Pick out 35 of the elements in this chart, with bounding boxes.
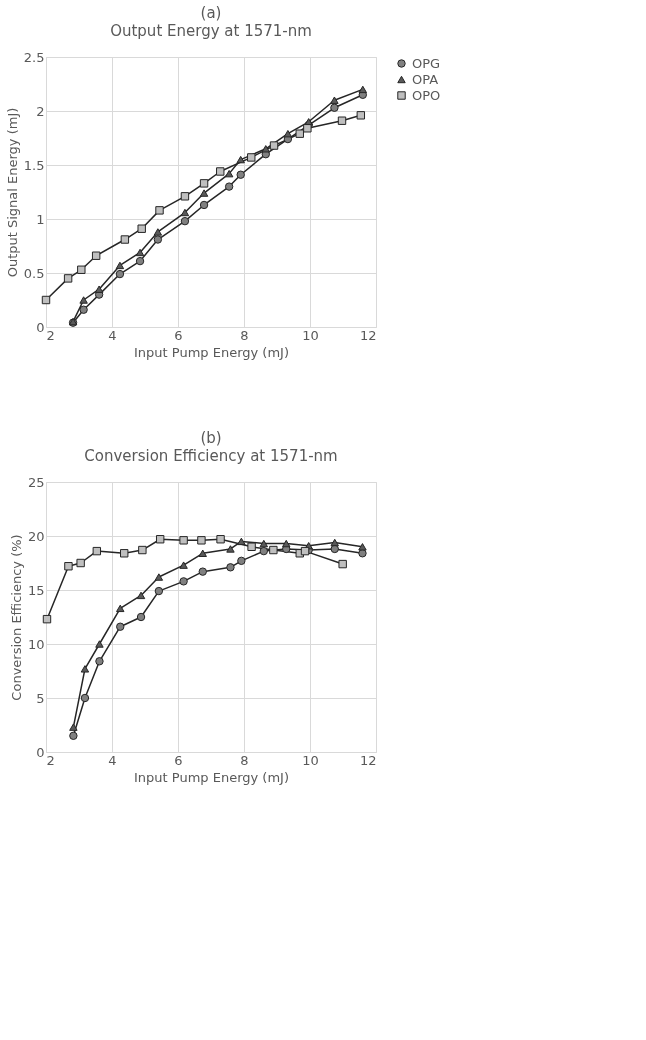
- x-tick-label: 2: [46, 327, 55, 343]
- y-tick-label: 20: [27, 528, 45, 544]
- x-tick-label: 6: [174, 327, 183, 343]
- x-tick-label: 4: [108, 752, 117, 768]
- x-tick-label: 10: [302, 752, 319, 768]
- x-tick-label: 6: [174, 752, 183, 768]
- y-axis-title: Conversion Efficiency (%): [8, 534, 24, 701]
- x-tick-label: 4: [108, 327, 117, 343]
- chart-title: (b): [200, 429, 222, 447]
- legend-label: OPO: [412, 87, 441, 103]
- y-tick-label: 1.5: [23, 157, 45, 173]
- y-tick-label: 0.5: [23, 265, 45, 281]
- y-tick-label: 2.5: [23, 49, 45, 65]
- x-axis-title: Input Pump Energy (mJ): [134, 769, 289, 785]
- x-tick-label: 12: [359, 752, 377, 768]
- y-tick-label: 0: [36, 319, 45, 335]
- y-tick-label: 25: [27, 474, 45, 490]
- y-tick-label: 1: [36, 211, 45, 227]
- y-tick-label: 5: [36, 690, 45, 706]
- x-tick-label: 2: [46, 752, 55, 768]
- legend-label: OPA: [412, 71, 439, 87]
- x-tick-label: 12: [359, 327, 377, 343]
- legend-label: OPG: [412, 55, 441, 71]
- x-tick-label: 8: [240, 752, 249, 768]
- chart-title: (a): [200, 4, 222, 22]
- y-tick-label: 10: [27, 636, 45, 652]
- x-tick-label: 8: [240, 327, 249, 343]
- y-tick-label: 15: [27, 582, 45, 598]
- y-axis-title: Output Signal Energy (mJ): [4, 107, 20, 278]
- x-axis-title: Input Pump Energy (mJ): [134, 344, 289, 360]
- chart-subtitle: Output Energy at 1571-nm: [110, 22, 312, 40]
- y-tick-label: 2: [36, 103, 45, 119]
- y-tick-label: 0: [36, 744, 45, 760]
- chart-subtitle: Conversion Efficiency at 1571-nm: [84, 447, 338, 465]
- x-tick-label: 10: [302, 327, 319, 343]
